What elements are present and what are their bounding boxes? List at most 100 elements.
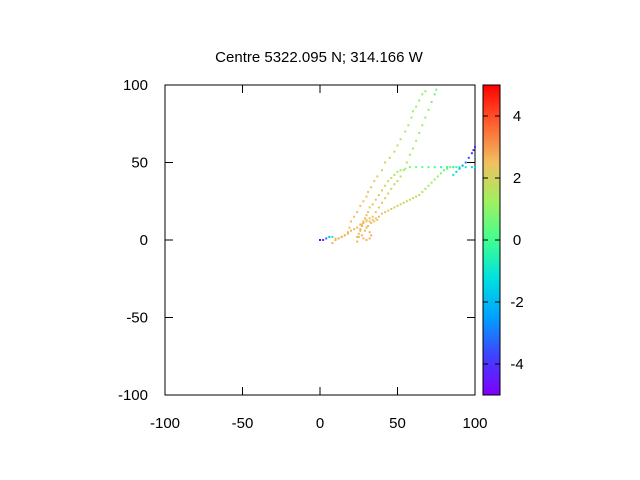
data-point <box>407 124 410 127</box>
data-point <box>464 166 467 169</box>
data-point <box>353 215 356 218</box>
data-point <box>363 217 366 220</box>
data-point <box>430 181 433 184</box>
data-point <box>325 237 328 240</box>
data-point <box>387 192 390 195</box>
data-point <box>452 166 455 169</box>
data-point <box>360 223 363 226</box>
data-point <box>370 221 373 224</box>
data-point <box>424 116 427 119</box>
data-point <box>370 186 373 189</box>
data-point <box>443 169 445 172</box>
data-point <box>470 152 473 155</box>
data-point <box>393 173 396 176</box>
data-point <box>328 235 331 238</box>
data-point <box>455 170 458 173</box>
data-point <box>455 166 458 169</box>
data-point <box>427 108 430 111</box>
data-point <box>472 149 475 152</box>
data-point <box>439 166 442 169</box>
data-point <box>474 146 476 148</box>
data-point <box>340 235 343 238</box>
track-1 <box>319 90 427 241</box>
data-point <box>377 194 380 197</box>
data-point <box>412 147 414 150</box>
y-tick-labels: 100 50 0 -50 -100 <box>118 77 148 404</box>
data-point <box>356 211 359 214</box>
data-point <box>387 180 390 183</box>
data-point <box>464 161 467 164</box>
data-point <box>408 153 411 156</box>
track-3 <box>331 166 476 245</box>
data-point <box>365 218 368 221</box>
data-point <box>331 242 334 245</box>
data-point <box>393 183 396 186</box>
data-point <box>359 204 362 207</box>
data-point <box>373 180 376 183</box>
y-tick-label: -50 <box>126 310 148 327</box>
data-point <box>405 161 408 164</box>
colorbar-tick-label: 4 <box>513 108 521 125</box>
data-point <box>368 237 371 240</box>
data-point <box>322 239 325 241</box>
colorbar-tick-label: 2 <box>513 170 521 187</box>
data-point <box>404 130 407 133</box>
data-point <box>421 93 424 96</box>
data-point <box>390 187 393 190</box>
data-point <box>390 177 393 179</box>
data-point <box>365 220 368 223</box>
data-point <box>376 175 379 178</box>
data-point <box>405 200 408 203</box>
data-point <box>356 240 359 243</box>
data-point <box>368 220 371 223</box>
data-point <box>396 144 399 147</box>
data-point <box>384 184 387 187</box>
data-point <box>433 166 436 169</box>
data-point <box>365 214 368 217</box>
colorbar-ticks <box>483 115 500 365</box>
data-point <box>359 223 362 226</box>
data-point <box>458 166 461 169</box>
data-point <box>353 228 356 231</box>
axis-ticks <box>164 84 476 396</box>
data-point <box>319 239 321 241</box>
data-point <box>404 167 407 170</box>
x-tick-label: -100 <box>150 415 180 432</box>
track-points <box>319 88 476 245</box>
data-point <box>461 164 464 167</box>
data-point <box>365 195 368 198</box>
y-tick-label: 100 <box>123 77 148 94</box>
data-point <box>334 239 337 241</box>
data-point <box>393 206 396 209</box>
data-point <box>427 184 430 187</box>
data-point <box>435 88 438 91</box>
data-point <box>374 198 377 201</box>
x-tick-label: 100 <box>462 415 487 432</box>
data-point <box>365 239 368 241</box>
data-point <box>362 237 365 240</box>
data-point <box>381 189 383 192</box>
data-point <box>421 166 424 169</box>
data-point <box>430 101 433 104</box>
data-point <box>331 235 334 238</box>
data-point <box>346 231 349 234</box>
y-tick-label: 50 <box>131 155 148 172</box>
data-point <box>343 234 346 237</box>
data-point <box>374 217 377 220</box>
data-point <box>424 90 427 93</box>
data-point <box>396 170 399 173</box>
data-point <box>374 211 377 214</box>
data-point <box>371 203 374 206</box>
data-point <box>370 234 373 237</box>
data-point <box>362 220 365 223</box>
data-point <box>439 172 442 175</box>
data-point <box>458 167 461 170</box>
data-point <box>410 116 413 119</box>
data-point <box>396 180 399 183</box>
data-point <box>418 99 421 102</box>
track-2 <box>356 88 438 238</box>
data-point <box>381 212 383 215</box>
data-point <box>424 187 427 190</box>
data-point <box>452 173 455 176</box>
